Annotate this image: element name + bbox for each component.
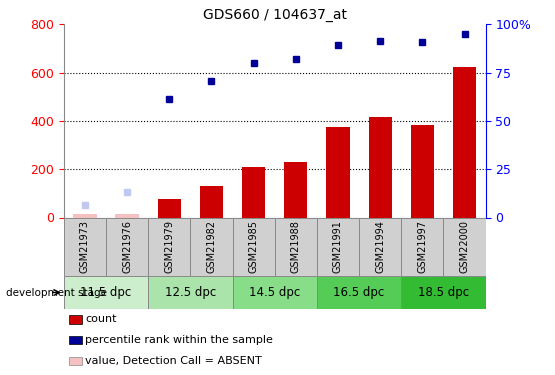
Text: development stage: development stage [6,288,107,297]
Bar [233,217,275,276]
Text: GSM21976: GSM21976 [122,220,132,273]
Text: GSM22000: GSM22000 [460,220,470,273]
Bar [64,276,148,309]
Bar [148,276,233,309]
Bar [200,186,223,218]
Text: GSM21982: GSM21982 [206,220,216,273]
Bar [443,217,486,276]
Bar [148,217,190,276]
Text: GSM21991: GSM21991 [333,220,343,273]
Text: 18.5 dpc: 18.5 dpc [418,286,469,299]
Text: count: count [85,315,117,324]
Bar [106,217,148,276]
Text: 11.5 dpc: 11.5 dpc [80,286,132,299]
Text: 14.5 dpc: 14.5 dpc [249,286,300,299]
Text: value, Detection Call = ABSENT: value, Detection Call = ABSENT [85,356,261,366]
Bar [233,276,317,309]
Bar [369,117,392,218]
Text: GSM21997: GSM21997 [417,220,427,273]
Bar [411,124,434,217]
Bar [190,217,233,276]
Text: 16.5 dpc: 16.5 dpc [334,286,385,299]
Text: GSM21985: GSM21985 [249,220,259,273]
Bar [401,217,443,276]
Bar [158,200,181,217]
Bar [284,162,307,218]
Bar [401,276,486,309]
Bar [64,217,106,276]
Bar [115,214,139,217]
Bar [317,276,401,309]
Bar [242,167,265,218]
Bar [359,217,401,276]
Title: GDS660 / 104637_at: GDS660 / 104637_at [203,8,347,22]
Text: GSM21988: GSM21988 [291,220,301,273]
Text: GSM21979: GSM21979 [164,220,174,273]
Bar [73,214,97,217]
Text: GSM21973: GSM21973 [80,220,90,273]
Bar [317,217,359,276]
Text: 12.5 dpc: 12.5 dpc [165,286,216,299]
Bar [453,67,476,218]
Text: percentile rank within the sample: percentile rank within the sample [85,335,273,345]
Bar [275,217,317,276]
Text: GSM21994: GSM21994 [375,220,385,273]
Bar [326,127,350,218]
